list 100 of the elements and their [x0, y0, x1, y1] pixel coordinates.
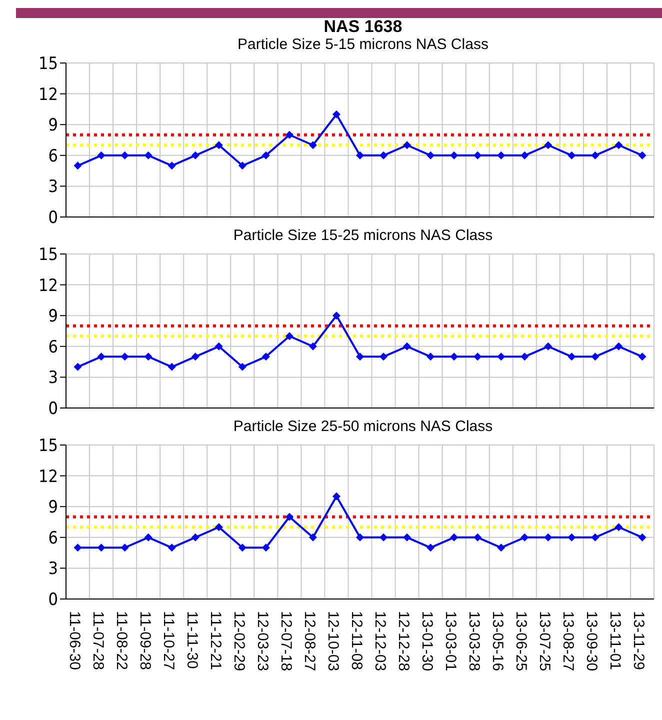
- y-tick-label: 15: [38, 436, 58, 456]
- chart-subtitle: Particle Size 25-50 microns NAS Class: [232, 418, 494, 435]
- y-tick-label: 12: [38, 84, 58, 105]
- y-tick-label: 0: [48, 399, 58, 420]
- point: [450, 352, 458, 361]
- point: [614, 523, 623, 532]
- point: [97, 544, 106, 552]
- point: [120, 544, 129, 552]
- point: [74, 362, 82, 371]
- point: [144, 352, 152, 361]
- point: [380, 151, 388, 160]
- y-tick-label: 6: [48, 337, 58, 358]
- y-tick-label: 3: [48, 368, 58, 388]
- chart-subtitle: Particle Size 5-15 microns NAS Class: [236, 36, 490, 53]
- x-tick-label: 11-07-28: [89, 611, 106, 670]
- x-tick-label: 12-08-27: [300, 611, 318, 672]
- point: [238, 362, 246, 371]
- point: [308, 533, 317, 542]
- x-tick-label: 13-01-30: [418, 611, 436, 672]
- x-tick-label: 13-08-27: [560, 611, 577, 672]
- y-tick-label: 9: [48, 116, 58, 136]
- x-tick-label: 13-07-25: [536, 611, 554, 672]
- y-tick-label: 0: [48, 590, 58, 610]
- point: [544, 342, 552, 350]
- x-tick-label: 12-12-28: [395, 611, 412, 672]
- point: [262, 352, 270, 361]
- point: [356, 352, 364, 361]
- point: [285, 130, 294, 139]
- point: [614, 342, 623, 350]
- point: [214, 523, 223, 532]
- point: [191, 151, 200, 160]
- point: [426, 151, 435, 160]
- point: [591, 151, 600, 160]
- point: [520, 151, 529, 160]
- point: [497, 352, 506, 361]
- point: [568, 151, 576, 160]
- x-tick-label: 12-07-18: [277, 611, 294, 672]
- point: [214, 342, 223, 350]
- point: [74, 544, 82, 552]
- point: [614, 141, 623, 150]
- point: [191, 352, 200, 361]
- point: [74, 162, 82, 170]
- point: [474, 352, 482, 361]
- point: [168, 162, 176, 170]
- y-tick-label: 12: [38, 466, 58, 487]
- point: [638, 533, 646, 542]
- chart-subtitle: Particle Size 15-25 microns NAS Class: [232, 227, 494, 244]
- x-tick-label: 12-10-03: [324, 611, 342, 672]
- x-tick-label: 12-12-03: [372, 611, 389, 672]
- point: [520, 533, 529, 542]
- point: [191, 533, 200, 542]
- point: [332, 110, 340, 118]
- point: [450, 533, 458, 542]
- point: [544, 141, 552, 150]
- y-tick-label: 6: [48, 146, 58, 166]
- point: [426, 352, 435, 361]
- y-tick-label: 6: [48, 528, 58, 548]
- point: [168, 362, 176, 371]
- point: [285, 512, 294, 521]
- x-tick-label: 11-10-27: [160, 611, 177, 670]
- x-tick-label: 11-06-30: [66, 611, 83, 670]
- point: [120, 151, 129, 160]
- chart-title: NAS 1638: [322, 17, 404, 36]
- point: [356, 533, 364, 542]
- point: [591, 352, 600, 361]
- point: [97, 151, 106, 160]
- point: [308, 342, 317, 350]
- x-tick-label: 12-11-08: [348, 611, 365, 670]
- point: [568, 352, 576, 361]
- point: [214, 141, 223, 150]
- point: [497, 151, 506, 160]
- point: [591, 533, 600, 542]
- x-tick-label: 11-12-21: [206, 611, 224, 670]
- x-tick-label: 13-09-30: [583, 611, 600, 672]
- point: [120, 352, 129, 361]
- y-tick-label: 15: [38, 54, 58, 74]
- y-tick-label: 15: [38, 245, 58, 266]
- x-tick-label: 13-03-01: [442, 611, 460, 672]
- x-tick-label: 13-05-16: [489, 611, 506, 672]
- point: [97, 352, 106, 361]
- point: [474, 151, 482, 160]
- point: [638, 151, 646, 160]
- point: [308, 141, 317, 150]
- point: [544, 533, 552, 542]
- point: [403, 141, 412, 150]
- point: [403, 342, 412, 350]
- y-tick-label: 9: [48, 306, 58, 327]
- x-tick-label: 11-09-28: [136, 611, 154, 670]
- point: [238, 162, 246, 170]
- point: [356, 151, 364, 160]
- x-tick-label: 13-11-29: [630, 611, 648, 670]
- point: [497, 544, 506, 552]
- x-tick-label: 12-03-23: [254, 611, 271, 672]
- point: [332, 312, 340, 320]
- point: [380, 533, 388, 542]
- x-tick-label: 11-08-22: [112, 611, 130, 670]
- point: [474, 533, 482, 542]
- point: [568, 533, 576, 542]
- y-tick-label: 3: [48, 559, 58, 580]
- point: [238, 544, 246, 552]
